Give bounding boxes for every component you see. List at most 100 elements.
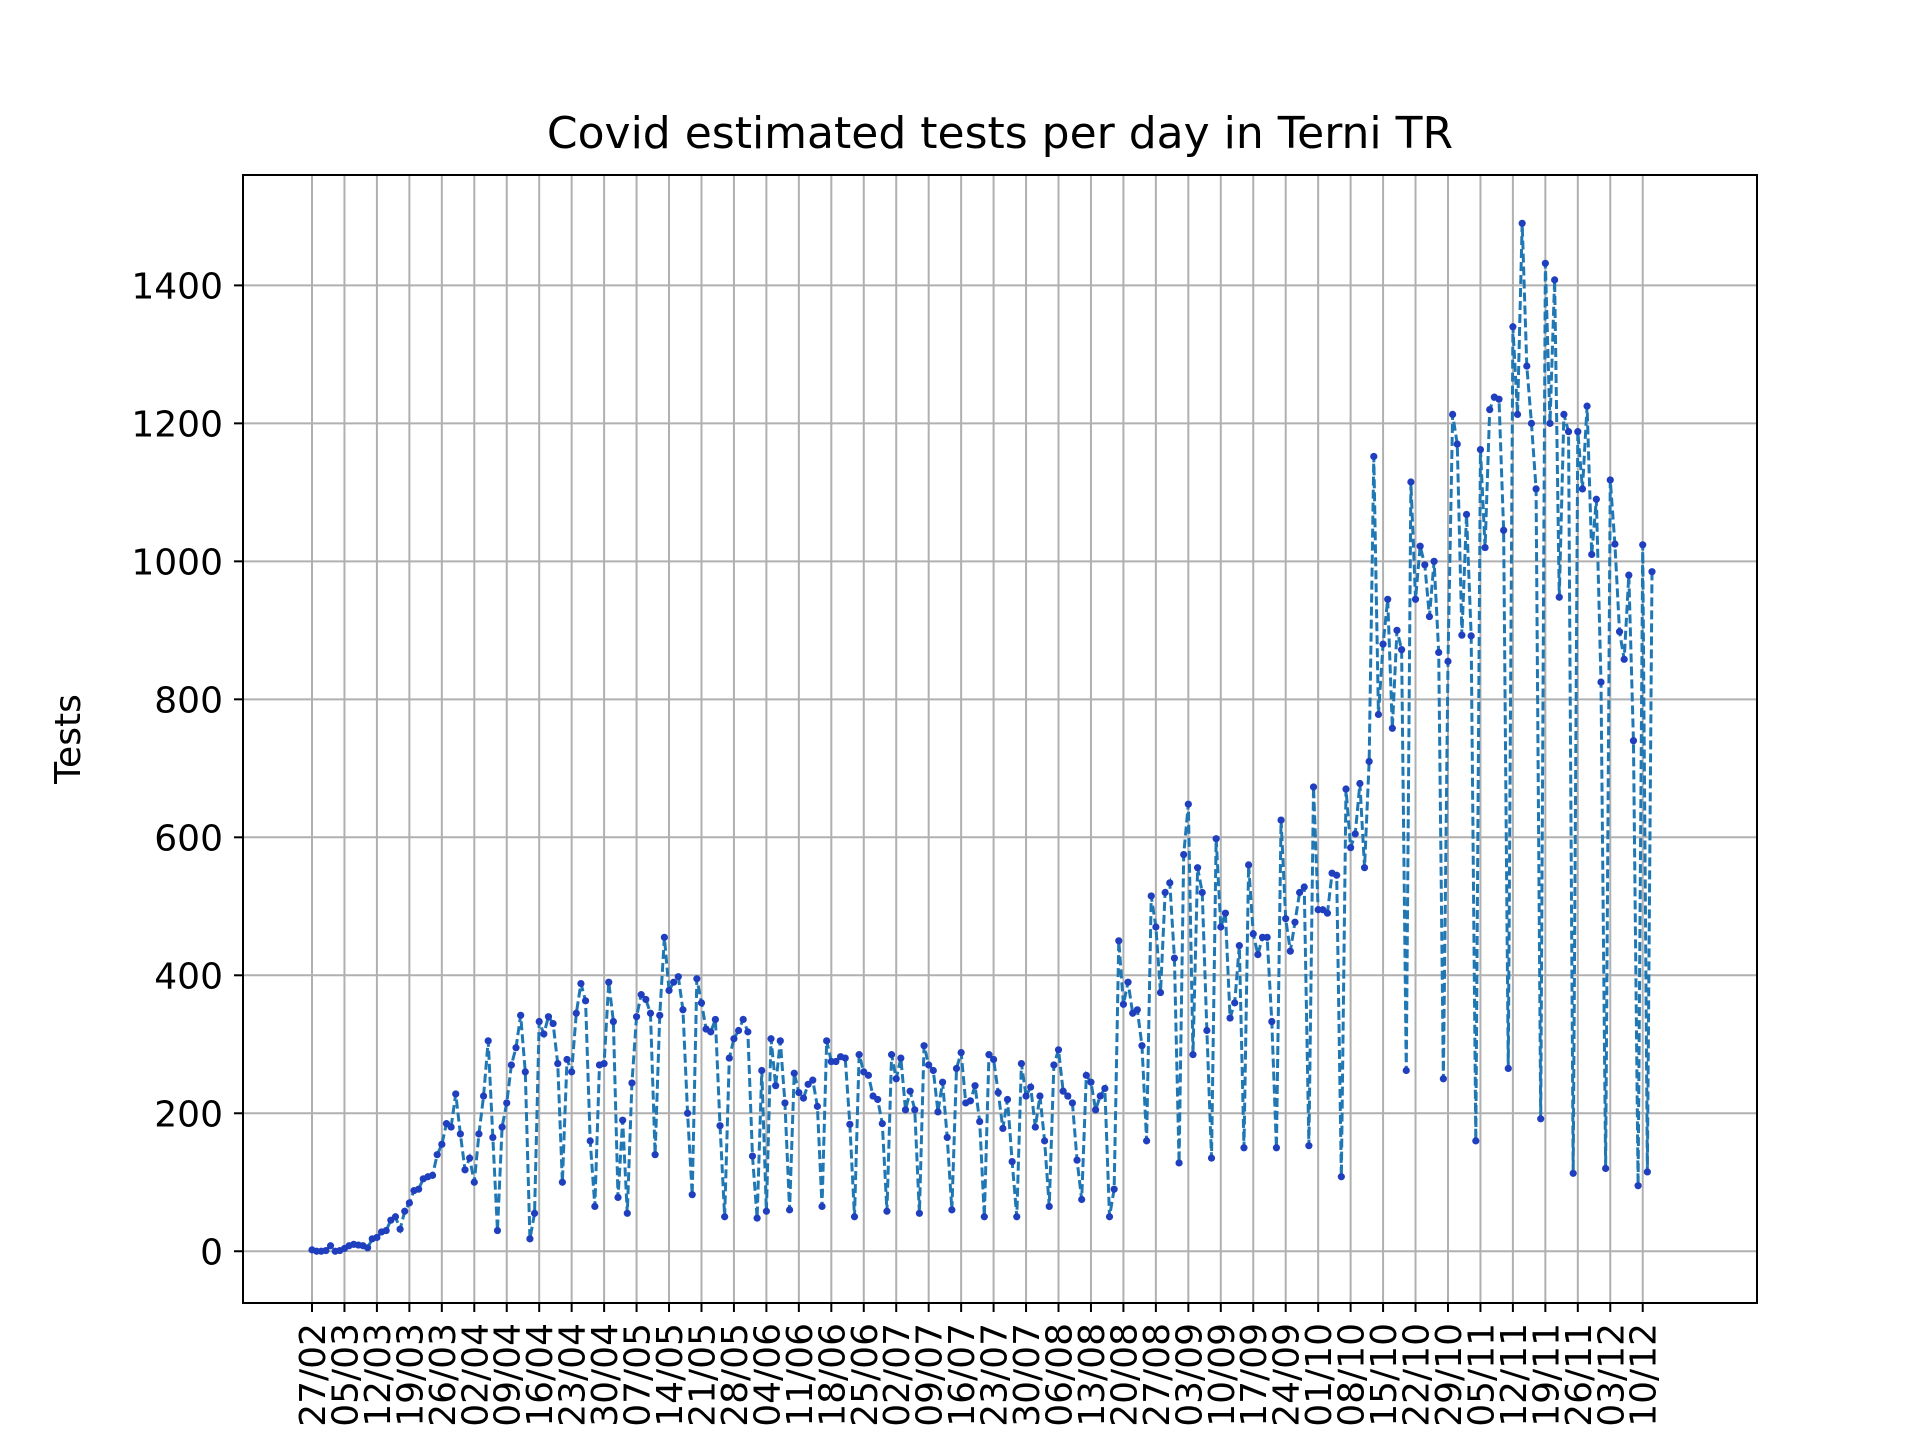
data-point xyxy=(1115,937,1123,945)
data-point xyxy=(665,986,673,995)
x-tick-label: 13/08 xyxy=(1072,1323,1113,1427)
data-point xyxy=(1360,864,1369,872)
x-tick-label: 22/10 xyxy=(1397,1323,1438,1427)
x-tick-label: 26/03 xyxy=(423,1323,464,1427)
data-point xyxy=(809,1076,817,1084)
data-point xyxy=(1180,850,1188,859)
y-tick-label: 1200 xyxy=(131,404,223,445)
data-point xyxy=(632,1013,641,1021)
data-point xyxy=(999,1124,1007,1133)
data-point xyxy=(1537,1115,1545,1123)
data-point xyxy=(1235,942,1243,950)
data-point xyxy=(1407,478,1415,486)
data-point xyxy=(1300,883,1308,891)
data-point xyxy=(1583,402,1591,410)
data-point xyxy=(1398,646,1406,654)
data-point xyxy=(1272,1144,1281,1152)
y-tick-label: 600 xyxy=(154,818,223,859)
data-point xyxy=(1175,1159,1183,1167)
data-point xyxy=(1207,1154,1216,1162)
data-point xyxy=(864,1071,873,1079)
data-point xyxy=(938,1078,947,1086)
data-point xyxy=(415,1185,423,1193)
data-point xyxy=(1082,1071,1090,1079)
x-tick-label: 05/11 xyxy=(1461,1323,1502,1427)
data-point xyxy=(1458,631,1466,639)
x-tick-label: 04/06 xyxy=(747,1323,788,1427)
data-point xyxy=(1156,988,1165,997)
data-point xyxy=(1342,785,1350,793)
data-point xyxy=(841,1054,849,1062)
y-axis: 0 200 400 600 800 1000 1200 1400 xyxy=(131,266,243,1273)
data-point xyxy=(1541,259,1549,267)
data-point xyxy=(721,1213,729,1221)
data-point xyxy=(887,1051,896,1059)
data-point xyxy=(1282,915,1290,923)
data-point xyxy=(734,1026,743,1035)
data-point xyxy=(1532,485,1540,493)
data-point xyxy=(1161,888,1169,897)
data-point xyxy=(1481,543,1489,552)
data-point xyxy=(1416,542,1424,550)
data-point xyxy=(1504,1064,1512,1073)
data-point xyxy=(646,1009,655,1017)
data-point xyxy=(1337,1173,1345,1181)
data-point xyxy=(1221,909,1230,917)
data-point xyxy=(1027,1083,1035,1091)
data-point xyxy=(971,1082,979,1090)
data-point xyxy=(526,1235,534,1243)
x-tick-label: 01/10 xyxy=(1299,1323,1340,1427)
data-point xyxy=(855,1051,863,1059)
data-point xyxy=(405,1199,413,1207)
data-point xyxy=(1629,737,1638,745)
data-point xyxy=(1105,1213,1114,1221)
data-point xyxy=(906,1087,914,1095)
x-tick-label: 23/07 xyxy=(975,1323,1016,1427)
data-point xyxy=(1374,710,1383,719)
data-point xyxy=(1286,947,1294,955)
data-point xyxy=(326,1242,335,1250)
data-point xyxy=(952,1064,961,1073)
data-point xyxy=(535,1017,543,1026)
data-point xyxy=(1333,871,1341,879)
data-point xyxy=(976,1117,984,1126)
data-point xyxy=(581,997,590,1005)
data-point xyxy=(1277,816,1285,824)
x-tick-label: 19/03 xyxy=(390,1323,431,1427)
x-tick-label: 24/09 xyxy=(1267,1323,1308,1427)
data-point xyxy=(554,1060,562,1068)
data-point xyxy=(1555,593,1563,601)
data-point xyxy=(1008,1157,1016,1166)
x-tick-label: 23/04 xyxy=(553,1323,594,1427)
chart-title: Covid estimated tests per day in Terni T… xyxy=(547,108,1453,159)
data-point xyxy=(470,1178,478,1186)
y-tick-label: 200 xyxy=(154,1094,223,1135)
x-tick-label: 02/04 xyxy=(455,1323,496,1427)
data-point xyxy=(1249,930,1257,938)
series-line xyxy=(311,223,1654,1253)
x-tick-label: 16/04 xyxy=(520,1323,561,1427)
data-point xyxy=(1013,1213,1021,1221)
data-point xyxy=(364,1244,372,1252)
data-point xyxy=(1523,362,1531,370)
data-point xyxy=(456,1130,464,1138)
data-point xyxy=(813,1102,821,1110)
x-tick-label: 10/09 xyxy=(1202,1323,1243,1427)
data-point xyxy=(1500,526,1508,534)
data-point xyxy=(753,1214,761,1222)
data-point xyxy=(572,1009,580,1017)
data-point xyxy=(670,978,678,986)
data-point xyxy=(1194,864,1202,872)
x-tick-label: 02/07 xyxy=(877,1323,918,1427)
x-tick-label: 30/07 xyxy=(1007,1323,1048,1427)
data-point xyxy=(452,1090,460,1098)
data-point xyxy=(1087,1078,1095,1086)
data-point xyxy=(1166,879,1174,887)
data-point xyxy=(1254,950,1262,959)
x-tick-label: 12/11 xyxy=(1494,1323,1535,1427)
x-tick-label: 06/08 xyxy=(1040,1323,1081,1427)
data-point xyxy=(943,1133,951,1142)
data-point xyxy=(1054,1046,1063,1054)
data-point xyxy=(683,1109,692,1117)
